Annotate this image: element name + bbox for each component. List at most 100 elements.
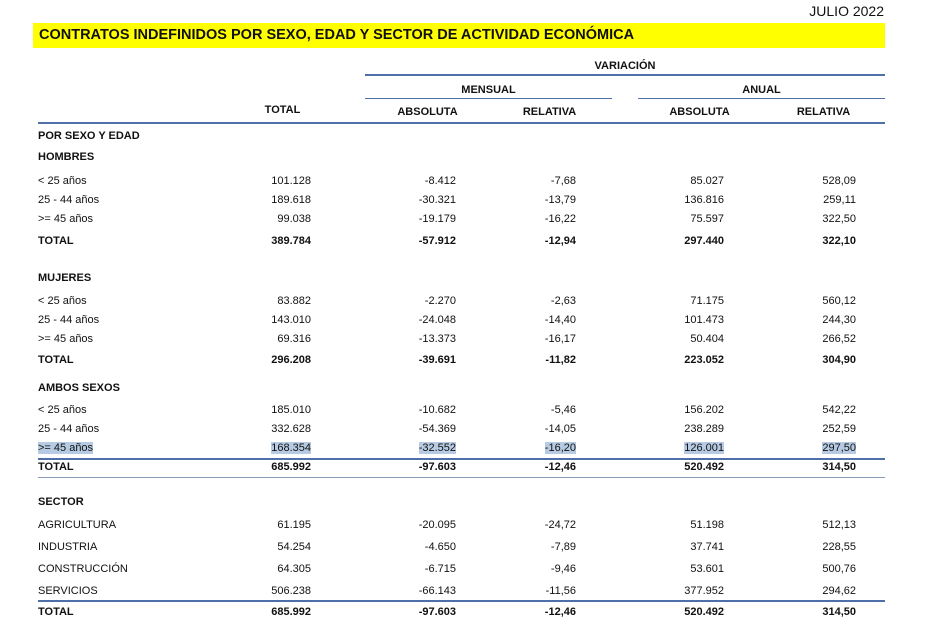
total-row: TOTAL 389.784 -57.912 -12,94 297.440 322,10 xyxy=(0,235,928,251)
cell-mensual-relativa: -5,46 xyxy=(550,404,576,416)
cell-mensual-relativa: -14,05 xyxy=(544,423,576,435)
cell-anual-absoluta: 75.597 xyxy=(690,213,724,225)
cell-anual-relativa: 297,50 xyxy=(822,442,856,454)
cell-total: 101.128 xyxy=(271,175,311,187)
row-label: < 25 años xyxy=(38,295,87,307)
cell-mensual-absoluta: -10.682 xyxy=(418,404,456,416)
row-label: >= 45 años xyxy=(38,333,94,345)
cell-mensual-relativa: -16,17 xyxy=(544,333,576,345)
cell-mensual-relativa: -13,79 xyxy=(544,194,576,206)
cell-anual-absoluta: 126.001 xyxy=(684,442,724,454)
row-label: TOTAL xyxy=(38,354,74,366)
section-heading: AMBOS SEXOS xyxy=(0,382,928,398)
cell-mensual-relativa: -9,46 xyxy=(550,563,576,575)
cell-anual-relativa: 228,55 xyxy=(822,541,856,553)
cell-total: 685.992 xyxy=(271,606,311,618)
title-bar: CONTRATOS INDEFINIDOS POR SEXO, EDAD Y S… xyxy=(33,23,885,48)
total-row: TOTAL 685.992 -97.603 -12,46 520.492 314,50 xyxy=(0,461,928,477)
cell-mensual-absoluta: -97.603 xyxy=(418,461,456,473)
table-row: 25 - 44 años 143.010 -24.048 -14,40 101.473 2… xyxy=(0,314,928,330)
row-label: SECTOR xyxy=(38,496,84,508)
header-absoluta-anual: ABSOLUTA xyxy=(669,106,730,118)
rule-ambos-total-top xyxy=(38,458,885,460)
cell-mensual-absoluta: -2.270 xyxy=(424,295,456,307)
rule-anual xyxy=(638,98,885,99)
row-label: 25 - 44 años xyxy=(38,423,100,435)
table-row: SERVICIOS 506.238 -66.143 -11,56 377.952 294,… xyxy=(0,585,928,601)
cell-mensual-absoluta: -4.650 xyxy=(424,541,456,553)
section-heading: MUJERES xyxy=(0,272,928,288)
cell-anual-relativa: 512,13 xyxy=(822,519,856,531)
cell-anual-absoluta: 101.473 xyxy=(684,314,724,326)
table-title: CONTRATOS INDEFINIDOS POR SEXO, EDAD Y S… xyxy=(39,27,635,43)
table-row: >= 45 años 69.316 -13.373 -16,17 50.404 266,5… xyxy=(0,333,928,349)
cell-total: 143.010 xyxy=(271,314,311,326)
cell-anual-relativa: 259,11 xyxy=(823,194,856,206)
table-row: 25 - 44 años 332.628 -54.369 -14,05 238.289 2… xyxy=(0,423,928,439)
cell-total: 185.010 xyxy=(271,404,311,416)
cell-mensual-relativa: -7,89 xyxy=(550,541,576,553)
cell-mensual-absoluta: -30.321 xyxy=(418,194,456,206)
rule-mensual xyxy=(365,98,612,99)
header-anual: ANUAL xyxy=(742,84,781,96)
cell-anual-absoluta: 520.492 xyxy=(684,606,724,618)
cell-mensual-relativa: -24,72 xyxy=(544,519,576,531)
cell-total: 389.784 xyxy=(271,235,311,247)
table-row: < 25 años 83.882 -2.270 -2,63 71.175 560,12 xyxy=(0,295,928,311)
cell-mensual-relativa: -12,46 xyxy=(544,461,576,473)
row-label: HOMBRES xyxy=(38,151,95,163)
cell-total: 69.316 xyxy=(277,333,311,345)
table-row: >= 45 años 99.038 -19.179 -16,22 75.597 322,5… xyxy=(0,213,928,229)
row-label: TOTAL xyxy=(38,235,74,247)
cell-total: 332.628 xyxy=(271,423,311,435)
cell-total: 99.038 xyxy=(277,213,311,225)
cell-mensual-absoluta: -8.412 xyxy=(424,175,456,187)
cell-anual-relativa: 314,50 xyxy=(822,606,856,618)
header-relativa-mensual: RELATIVA xyxy=(522,106,577,118)
total-row: TOTAL 296.208 -39.691 -11,82 223.052 304,90 xyxy=(0,354,928,370)
table-row: >= 45 años 168.354 -32.552 -16,20 126.001 297… xyxy=(0,442,928,458)
cell-anual-absoluta: 520.492 xyxy=(684,461,724,473)
cell-total: 168.354 xyxy=(271,442,311,454)
section-heading: POR SEXO Y EDAD xyxy=(0,130,928,146)
section-heading: SECTOR xyxy=(0,496,928,512)
cell-total: 296.208 xyxy=(271,354,311,366)
cell-mensual-absoluta: -66.143 xyxy=(418,585,456,597)
table-row: < 25 años 185.010 -10.682 -5,46 156.202 542,2… xyxy=(0,404,928,420)
row-label: AGRICULTURA xyxy=(38,519,117,531)
cell-mensual-relativa: -2,63 xyxy=(550,295,576,307)
cell-anual-relativa: 528,09 xyxy=(822,175,856,187)
rule-header xyxy=(38,122,885,124)
row-label: TOTAL xyxy=(38,606,74,618)
cell-total: 54.254 xyxy=(277,541,311,553)
cell-anual-relativa: 322,50 xyxy=(822,213,856,225)
row-label: < 25 años xyxy=(38,175,87,187)
row-label: SERVICIOS xyxy=(38,585,98,597)
header-absoluta-mensual: ABSOLUTA xyxy=(397,106,458,118)
cell-mensual-absoluta: -97.603 xyxy=(418,606,456,618)
cell-anual-absoluta: 377.952 xyxy=(684,585,724,597)
cell-anual-relativa: 304,90 xyxy=(822,354,856,366)
row-label: 25 - 44 años xyxy=(38,194,100,206)
row-label: TOTAL xyxy=(38,461,74,473)
row-label: AMBOS SEXOS xyxy=(38,382,120,394)
total-row: TOTAL 685.992 -97.603 -12,46 520.492 314,50 xyxy=(0,606,928,622)
rule-variacion xyxy=(365,74,885,76)
row-label: INDUSTRIA xyxy=(38,541,98,553)
cell-anual-absoluta: 136.816 xyxy=(684,194,724,206)
cell-anual-absoluta: 50.404 xyxy=(690,333,724,345)
cell-anual-absoluta: 297.440 xyxy=(684,235,724,247)
row-label: MUJERES xyxy=(38,272,92,284)
cell-anual-absoluta: 51.198 xyxy=(690,519,724,531)
row-label: >= 45 años xyxy=(38,442,94,454)
row-label: < 25 años xyxy=(38,404,87,416)
rule-sector-total xyxy=(38,600,885,602)
cell-mensual-absoluta: -13.373 xyxy=(418,333,456,345)
cell-total: 61.195 xyxy=(277,519,311,531)
cell-mensual-absoluta: -6.715 xyxy=(424,563,456,575)
table-row: < 25 años 101.128 -8.412 -7,68 85.027 528,09 xyxy=(0,175,928,191)
cell-total: 685.992 xyxy=(271,461,311,473)
section-heading: HOMBRES xyxy=(0,151,928,167)
cell-mensual-relativa: -7,68 xyxy=(550,175,576,187)
cell-mensual-relativa: -11,56 xyxy=(545,585,576,597)
